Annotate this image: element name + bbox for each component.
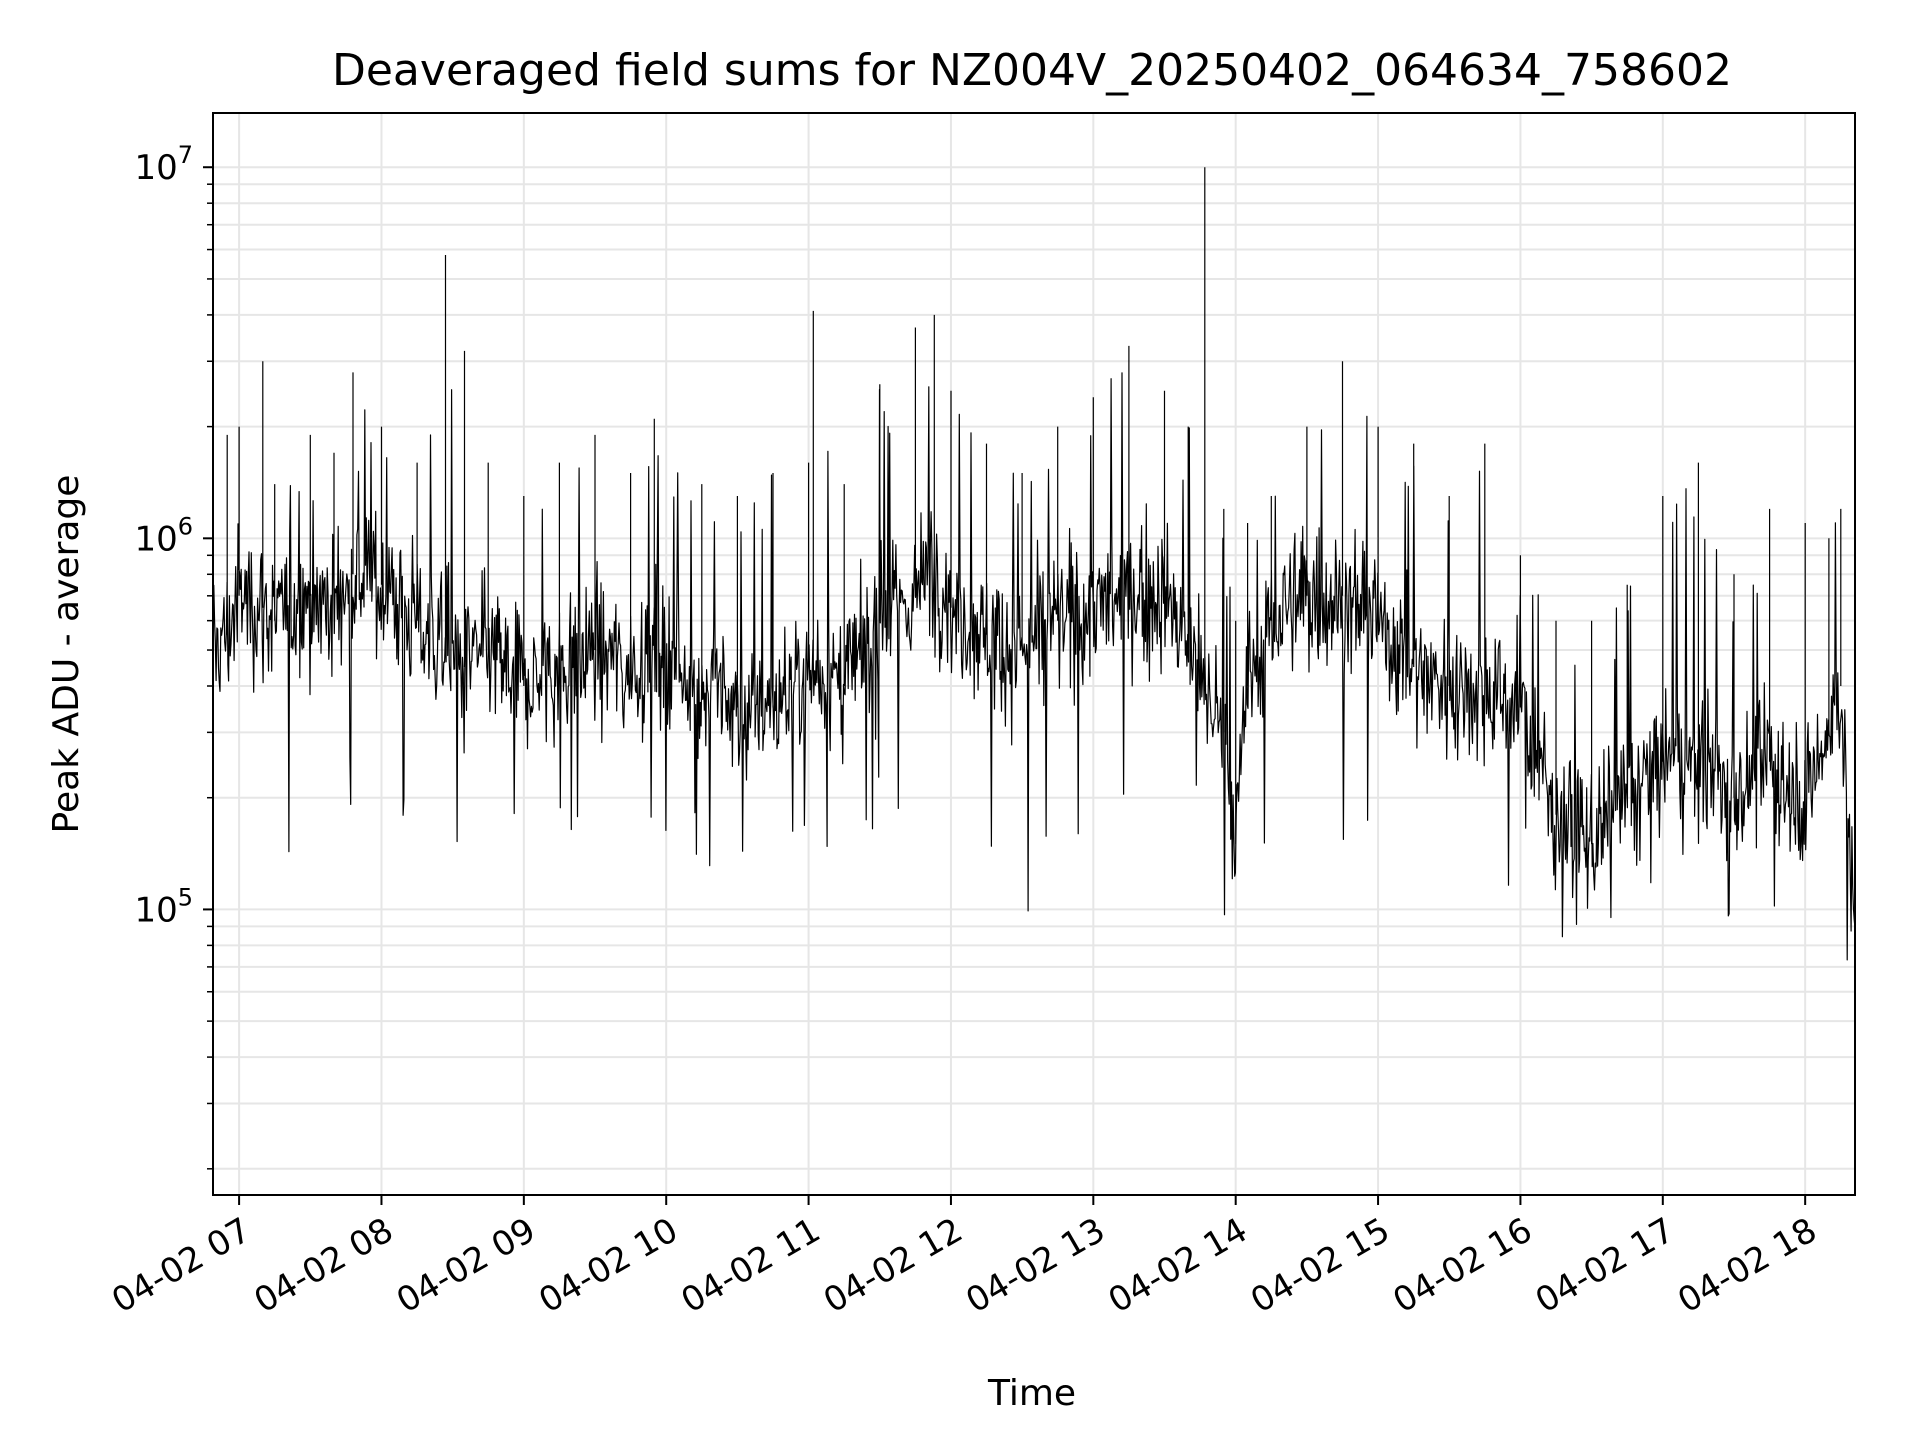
- y-axis-label: Peak ADU - average: [46, 475, 87, 834]
- series-group: [212, 167, 1856, 961]
- y-tick-base: 10: [134, 890, 177, 930]
- y-tick-exponent: 5: [178, 883, 193, 911]
- plot-frame: [212, 112, 1856, 1196]
- y-tick-exponent: 7: [178, 141, 193, 169]
- y-tick-base: 10: [134, 148, 177, 188]
- chart-title: Deaveraged field sums for NZ004V_2025040…: [332, 45, 1732, 96]
- y-tick-label: 105: [134, 883, 193, 930]
- y-tick-base: 10: [134, 519, 177, 559]
- y-tick-exponent: 6: [178, 512, 193, 540]
- series-line: [212, 167, 1856, 961]
- y-tick-label: 106: [134, 512, 193, 559]
- x-axis-label: Time: [987, 1373, 1076, 1414]
- y-tick-label: 107: [134, 141, 193, 188]
